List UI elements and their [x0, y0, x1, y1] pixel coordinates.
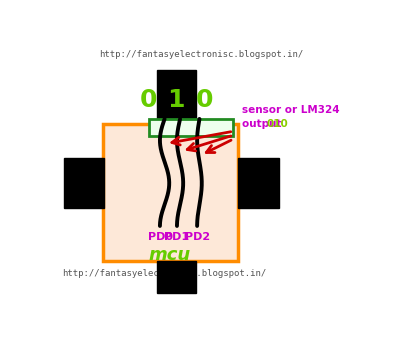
Text: mcu: mcu [149, 246, 191, 264]
Text: 0: 0 [196, 88, 213, 113]
Text: 0: 0 [140, 88, 157, 113]
Bar [157, 70, 196, 126]
Bar [238, 158, 279, 208]
Bar [157, 261, 196, 293]
Text: 010: 010 [267, 119, 288, 129]
Text: sensor or LM324: sensor or LM324 [242, 105, 340, 116]
Text: http://fantasyelectronisc.blogspot.in/: http://fantasyelectronisc.blogspot.in/ [99, 50, 303, 59]
Bar [103, 124, 238, 261]
Text: PD0: PD0 [148, 232, 173, 242]
Text: http://fantasyelectronisc.blogspot.in/: http://fantasyelectronisc.blogspot.in/ [63, 269, 267, 278]
Bar [64, 158, 104, 208]
Text: PD2: PD2 [185, 232, 210, 242]
Text: output: output [242, 119, 285, 129]
Text: PD1: PD1 [164, 232, 190, 242]
Text: 1: 1 [168, 88, 185, 113]
Bar [149, 119, 233, 136]
